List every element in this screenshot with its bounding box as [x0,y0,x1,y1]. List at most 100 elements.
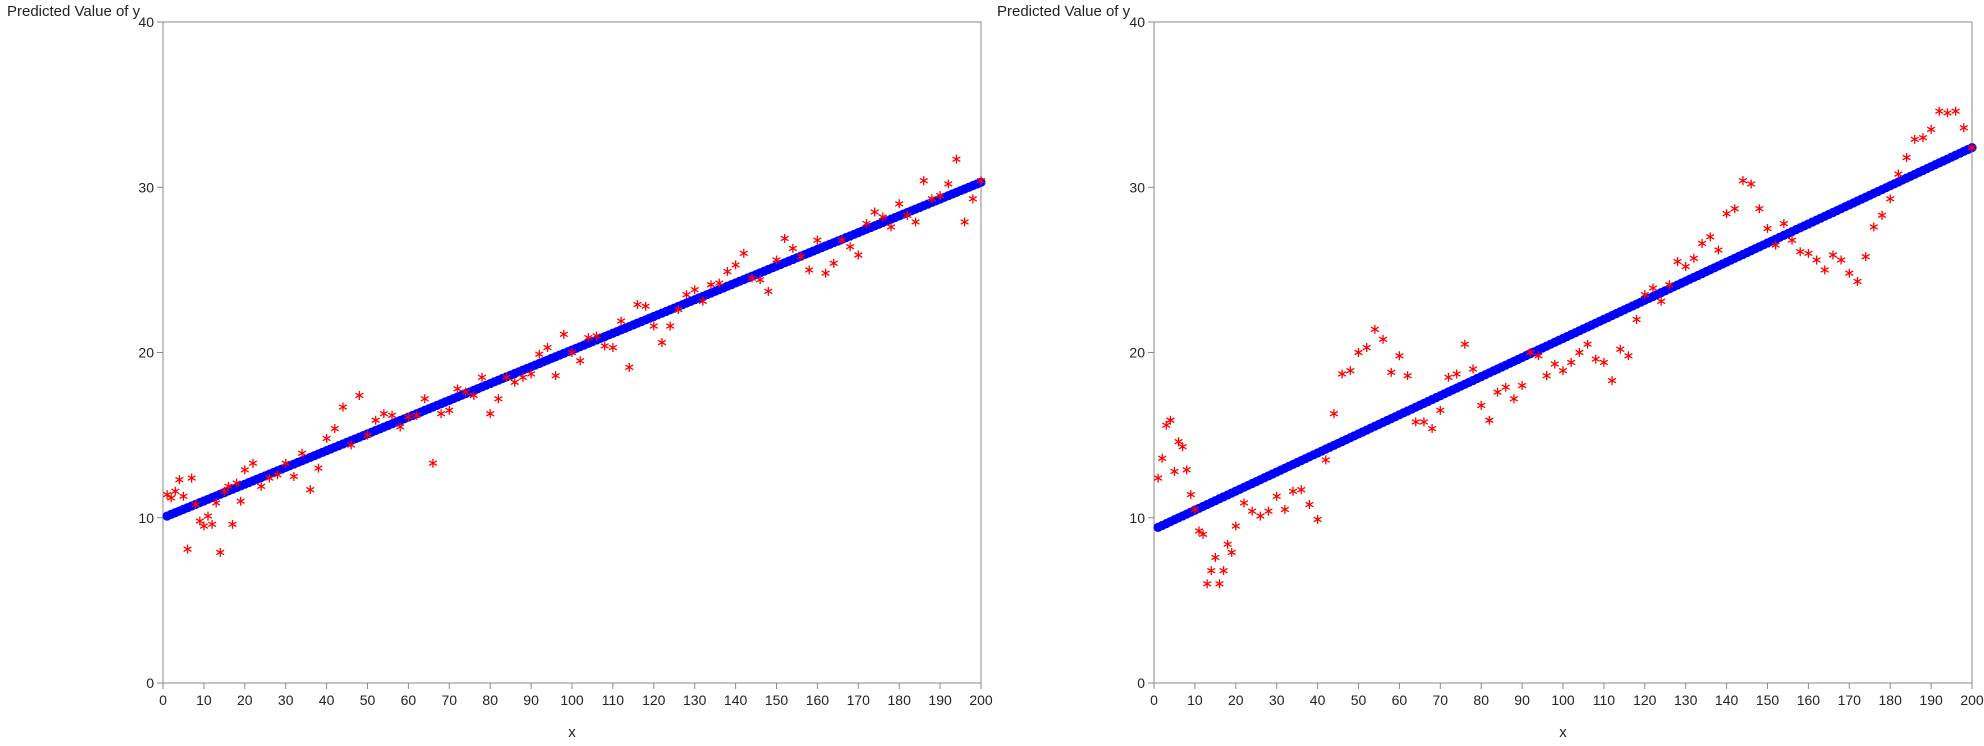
observed-point [600,341,609,351]
observed-point [203,511,213,521]
observed-point [1460,339,1470,349]
observed-point [551,371,560,381]
observed-point [1427,424,1437,434]
observed-point [232,478,241,488]
y-tick-label: 10 [138,510,154,526]
observed-point [1665,280,1674,290]
x-tick-label: 30 [278,692,294,708]
observed-point [199,521,209,531]
observed-point [1170,466,1179,476]
observed-point [183,544,192,554]
x-tick-label: 80 [482,692,498,708]
x-tick-label: 190 [1919,692,1943,708]
x-tick-label: 70 [1433,692,1449,708]
observed-point [854,250,863,260]
y-tick-label: 0 [146,675,154,691]
observed-point [1967,143,1977,153]
observed-point [518,372,528,382]
observed-point [1280,504,1290,514]
observed-point [731,260,740,270]
observed-point [878,212,888,222]
observed-point [355,390,364,400]
observed-point [1566,357,1576,367]
observed-point [445,405,454,415]
observed-point [1194,526,1204,536]
observed-point [592,331,601,341]
observed-point [420,394,429,404]
observed-point [1223,539,1232,549]
observed-point [1943,108,1952,118]
x-tick-label: 160 [1797,692,1821,708]
observed-point [322,433,331,443]
observed-point [682,290,691,300]
observed-point [216,547,225,557]
observed-point [976,176,986,186]
plot-frame [1153,21,1973,684]
observed-point [1526,348,1535,357]
observed-point [502,372,511,382]
observed-point [911,217,920,227]
observed-point [379,409,389,419]
observed-point [796,252,806,262]
observed-point [616,316,626,326]
x-tick-label: 0 [1150,692,1158,708]
observed-point [256,481,266,491]
observed-point [207,519,217,529]
observed-point [1153,473,1163,483]
observed-point [829,258,838,268]
observed-point [1583,339,1592,349]
observed-point [1444,372,1453,382]
observed-point [306,485,315,495]
x-tick-label: 10 [196,692,212,708]
x-tick-label: 140 [1715,692,1739,708]
observed-point [1714,245,1723,255]
observed-point [674,305,683,315]
observed-point [649,321,659,331]
x-axis-label: x [568,724,576,741]
y-tick-label: 20 [138,345,154,361]
observed-point [1951,106,1960,116]
y-axis-label: Predicted Value of y [7,3,141,20]
y-tick-label: 0 [1137,675,1145,691]
observed-point [903,210,912,220]
observed-point [715,278,724,288]
observed-point [1272,491,1281,501]
x-tick-label: 120 [642,692,666,708]
observed-point [1804,248,1813,258]
observed-point [1476,400,1486,410]
observed-point [281,458,290,468]
observed-point [894,199,904,209]
observed-point [1795,247,1805,257]
observed-point [804,265,814,275]
observed-point [1648,283,1658,293]
observed-point [461,387,470,397]
observed-point [404,412,413,422]
observed-point [1468,364,1478,374]
observed-point [1264,506,1273,516]
observed-point [1771,240,1780,250]
x-tick-label: 110 [1593,692,1616,708]
observed-point [1607,376,1617,386]
x-tick-label: 40 [319,692,335,708]
observed-point [387,410,397,420]
observed-point [175,475,184,485]
x-tick-label: 20 [1228,692,1244,708]
observed-point [665,321,675,331]
x-tick-label: 150 [1756,692,1780,708]
observed-point [1673,257,1682,267]
observed-point [698,296,708,306]
x-tick-label: 100 [560,692,584,708]
observed-point [927,194,937,204]
observed-point [1534,351,1543,361]
observed-point [1202,579,1212,589]
observed-point [1190,504,1200,514]
x-tick-label: 180 [888,692,912,708]
observed-point [1926,124,1936,134]
observed-point [633,300,642,310]
observed-point [191,500,200,510]
observed-point [1836,255,1846,265]
x-tick-label: 60 [1392,692,1408,708]
x-tick-label: 80 [1473,692,1489,708]
observed-point [240,465,250,475]
observed-point [935,191,945,201]
